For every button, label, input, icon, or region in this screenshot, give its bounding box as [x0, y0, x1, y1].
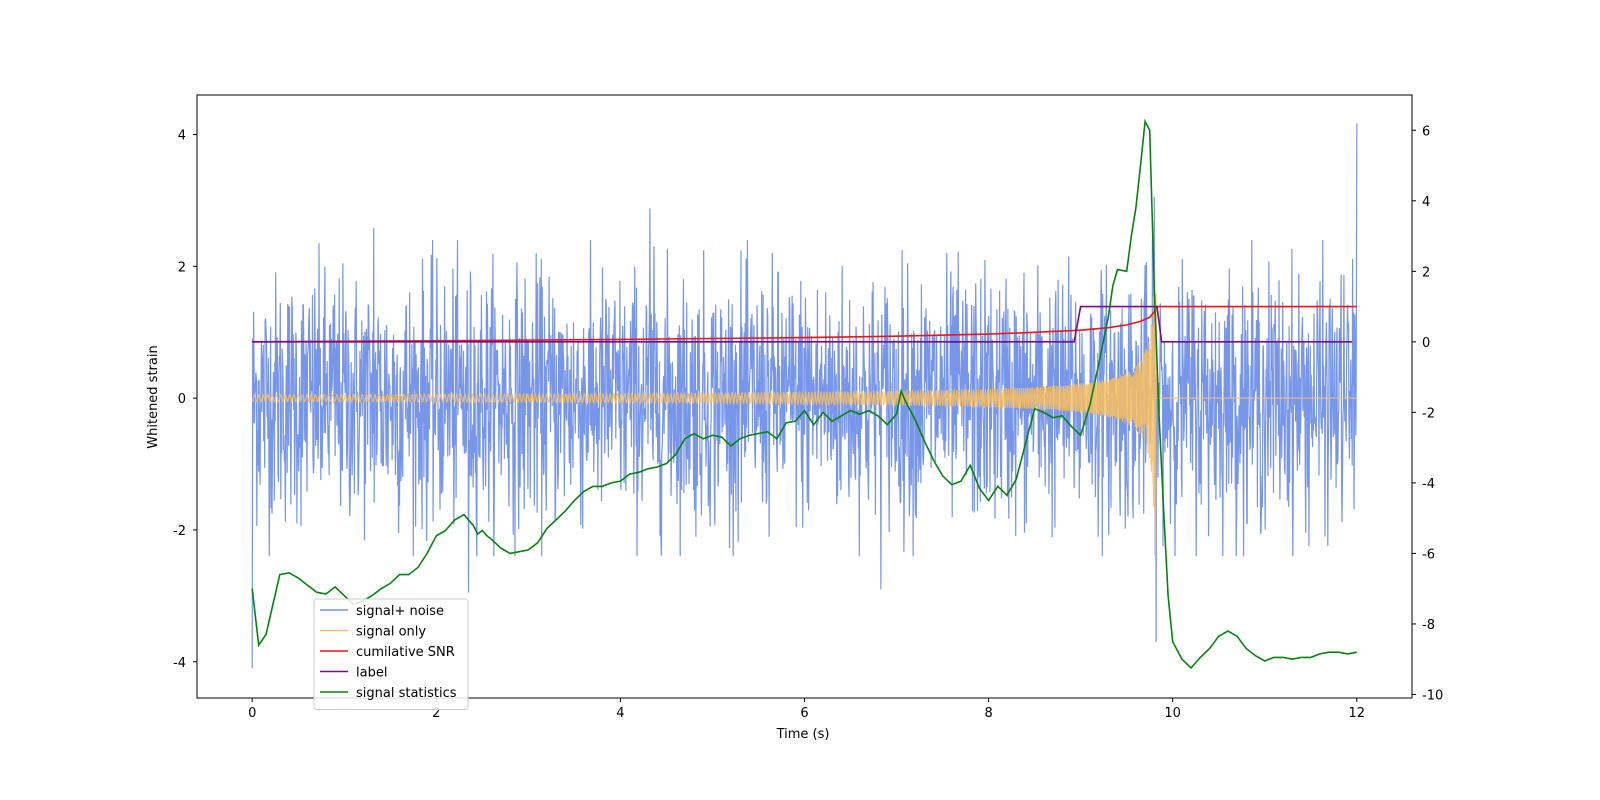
y2-tick-label: 2 — [1422, 265, 1430, 280]
y2-tick-label: 4 — [1422, 195, 1430, 210]
series-line-signal-only — [251, 266, 1357, 558]
x-tick-label: 10 — [1164, 706, 1181, 721]
y-tick-label: 2 — [178, 260, 186, 275]
y-axis-label: Whitened strain — [146, 345, 161, 448]
x-tick-label: 0 — [248, 706, 256, 721]
x-tick-label: 2 — [432, 706, 440, 721]
y2-tick-label: 6 — [1422, 124, 1430, 139]
legend-label: signal+ noise — [356, 604, 444, 619]
series-line-signal-noise — [251, 123, 1358, 669]
legend-label: cumilative SNR — [356, 645, 455, 660]
series-line-label — [252, 305, 1353, 343]
series-line-cumilative-snr — [252, 305, 1357, 343]
x-axis-label: Time (s) — [776, 727, 830, 742]
y-tick-label: 0 — [178, 392, 186, 407]
y2-tick-label: -6 — [1422, 547, 1435, 562]
x-tick-label: 6 — [800, 706, 808, 721]
y-tick-label: -4 — [173, 656, 186, 671]
x-tick-label: 12 — [1348, 706, 1365, 721]
legend-label: signal statistics — [356, 686, 457, 701]
x-tick-label: 4 — [616, 706, 624, 721]
y-tick-label: 4 — [178, 129, 186, 144]
axes: 0 2 4 6 8 10 12 -4 -2 0 2 4 -10 -8 -6 -4 -2 0 2 4 6 — [173, 124, 1443, 721]
legend: signal+ noise signal only cumilative SNR la… — [313, 598, 469, 710]
y2-tick-label: 0 — [1422, 336, 1430, 351]
legend-box — [313, 598, 469, 710]
y2-tick-label: -8 — [1422, 618, 1435, 633]
series-line-signal-statistics — [251, 118, 1357, 670]
legend-label: signal only — [356, 625, 426, 640]
y-tick-label: -2 — [173, 524, 186, 539]
x-tick-label: 8 — [984, 706, 992, 721]
y2-tick-label: -2 — [1422, 406, 1435, 421]
plot-area — [251, 118, 1358, 670]
y2-tick-label: -4 — [1422, 477, 1435, 492]
y2-tick-label: -10 — [1422, 688, 1443, 703]
legend-label: label — [356, 666, 387, 681]
